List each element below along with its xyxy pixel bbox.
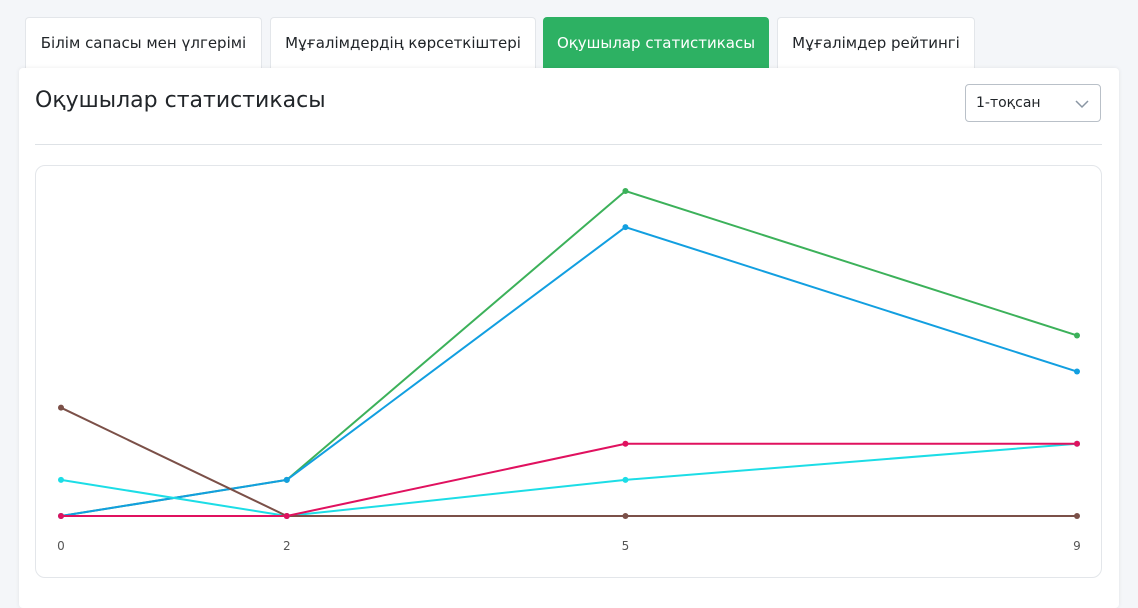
chevron-down-icon <box>1074 96 1090 116</box>
data-point-s2-x5[interactable] <box>622 476 629 483</box>
period-select-value: 1-тоқсан <box>976 95 1041 111</box>
tab-student-statistics[interactable]: Оқушылар статистикасы <box>543 17 769 68</box>
data-point-s4-x2[interactable] <box>283 513 290 519</box>
data-point-s4-x9[interactable] <box>1074 440 1080 447</box>
series-line-1 <box>60 226 1078 517</box>
statistics-card: Оқушылар статистикасы 1-тоқсан 0 2 5 9 <box>19 68 1119 608</box>
data-point-s1-x2[interactable] <box>283 476 290 483</box>
divider <box>35 144 1102 145</box>
data-point-s4-x0[interactable] <box>58 513 64 519</box>
data-point-s4-x5[interactable] <box>622 440 629 447</box>
data-point-s1-x5[interactable] <box>622 224 629 231</box>
x-tick-label: 9 <box>1073 539 1081 553</box>
data-point-s2-x0[interactable] <box>58 476 64 483</box>
line-chart: 0 2 5 9 <box>35 165 1102 578</box>
period-select[interactable]: 1-тоқсан <box>965 84 1101 122</box>
x-tick-label: 5 <box>622 539 630 553</box>
data-point-s3-x9[interactable] <box>1074 513 1080 519</box>
series-line-4 <box>61 442 1077 517</box>
page-title: Оқушылар статистикасы <box>35 88 326 113</box>
data-point-s0-x9[interactable] <box>1074 332 1080 339</box>
data-point-s3-x0[interactable] <box>58 404 64 411</box>
tab-teacher-indicators[interactable]: Мұғалімдердің көрсеткіштері <box>270 17 536 68</box>
data-point-s1-x9[interactable] <box>1074 368 1080 375</box>
tab-teacher-rating[interactable]: Мұғалімдер рейтингі <box>777 17 975 68</box>
data-point-s0-x5[interactable] <box>622 188 629 194</box>
x-tick-label: 0 <box>57 539 65 553</box>
data-point-s3-x5[interactable] <box>622 513 629 519</box>
x-tick-label: 2 <box>283 539 291 553</box>
series-line-3 <box>60 406 1077 517</box>
tab-education-quality[interactable]: Білім сапасы мен үлгерімі <box>25 17 262 68</box>
series-line-2 <box>60 442 1078 517</box>
chart-svg: 0 2 5 9 <box>57 188 1081 553</box>
series-line-0 <box>60 190 1078 517</box>
